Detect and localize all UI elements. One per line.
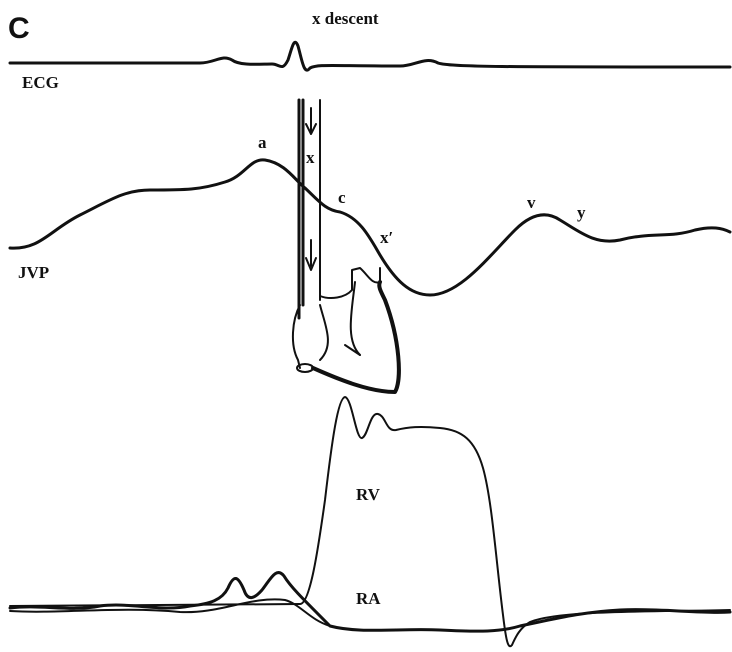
- panel-label: C: [8, 12, 30, 45]
- ecg-label: ECG: [22, 73, 59, 92]
- x-descent-label: x descent: [312, 9, 379, 28]
- x-prime-label: x′: [380, 228, 393, 247]
- ecg-trace: [8, 40, 732, 72]
- v-label: v: [527, 193, 536, 212]
- ra-trace: [8, 571, 732, 633]
- jvp-trace: [8, 158, 732, 297]
- heart-sketch: [292, 98, 401, 394]
- ra-label: RA: [356, 589, 381, 608]
- jvp-label: JVP: [18, 263, 49, 282]
- a-label: a: [258, 133, 267, 152]
- c-label: c: [338, 188, 346, 207]
- ra-trace-2: [9, 598, 331, 627]
- rv-trace: [9, 396, 731, 648]
- y-label: y: [577, 203, 586, 222]
- x-label: x: [306, 148, 315, 167]
- rv-label: RV: [356, 485, 381, 504]
